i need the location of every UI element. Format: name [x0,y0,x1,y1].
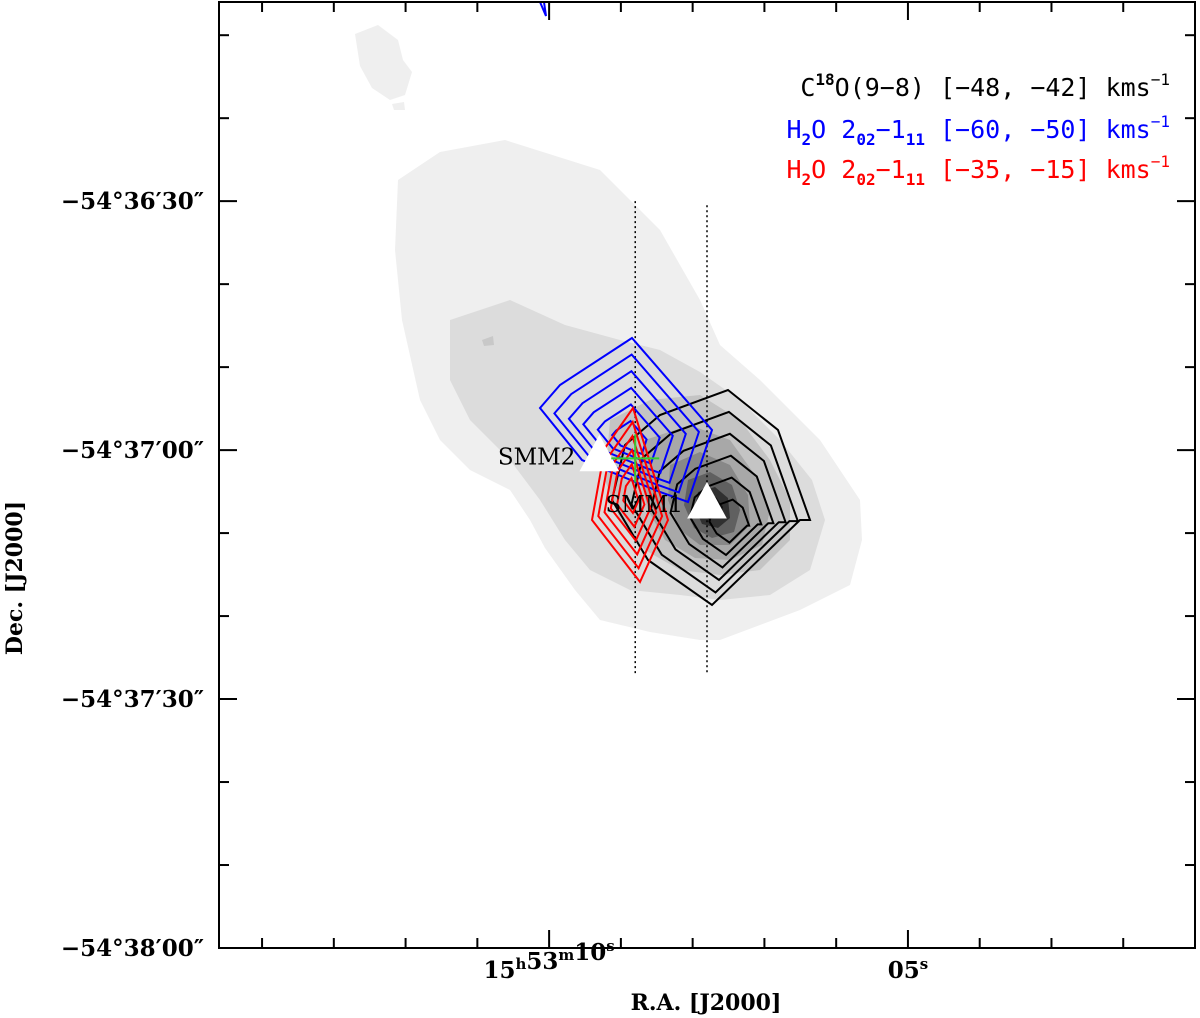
plot-frame [218,1,1196,949]
x-tick-label: 05s [888,955,928,984]
x-tick-label: 15h53m10s [483,937,614,984]
x-axis-title: R.A. [J2000] [631,990,782,1016]
c18o-contour-level-3 [649,432,788,582]
legend-entry-3: H2O 202−111 [−35, −15] kms−1 [786,152,1170,189]
source-label-smm2: SMM2 [498,445,576,471]
h2o-red-contour-level-2 [597,419,664,571]
y-tick-labels: −54°36′30″ −54°37′00″ −54°37′30″ −54°38′00″ [61,188,204,962]
c18o-contour-level-5 [688,476,763,557]
green-cross-marker [611,434,660,483]
y-tick-label: −54°36′30″ [61,188,204,215]
h2o-red-contour-level-6 [622,475,640,515]
y-tick-label: −54°38′00″ [61,935,204,962]
h2o-blue-contour-level-5 [596,403,661,465]
gray-level-1b [392,102,405,110]
y-tick-label: −54°37′00″ [61,437,204,464]
blue-contour-fragment [539,1,547,17]
y-axis-title: Dec. [J2000] [2,501,28,655]
x-tick-labels: 15h53m10s 05s [483,937,928,984]
h2o-red-contour-level-4 [609,447,652,543]
h2o-blue-contour-level-1 [538,336,714,504]
c18o-contour-level-4 [669,454,775,569]
gray-level-2b [482,336,494,346]
source-markers: SMM2 SMM1 [498,434,727,519]
axis-ticks [219,2,1195,948]
legend-entry-1: C18O(9−8) [−48, −42] kms−1 [800,70,1170,102]
h2o-blue-contour-level-2 [553,353,701,494]
h2o-blue-contour-level-3 [567,369,687,485]
c18o-contour-level-1 [610,388,812,607]
legend-entry-2: H2O 202−111 [−60, −50] kms−1 [786,112,1170,149]
y-tick-label: −54°37′30″ [61,686,204,713]
source-triangle-smm1 [687,481,727,519]
h2o-red-contour-level-5 [616,461,646,529]
source-label-smm1: SMM1 [606,492,684,518]
h2o-red-contour-level-1 [590,405,670,584]
gray-level-1 [355,25,412,100]
legend: C18O(9−8) [−48, −42] kms−1 H2O 202−111 [−… [786,70,1170,189]
source-triangle-smm2 [579,434,620,472]
